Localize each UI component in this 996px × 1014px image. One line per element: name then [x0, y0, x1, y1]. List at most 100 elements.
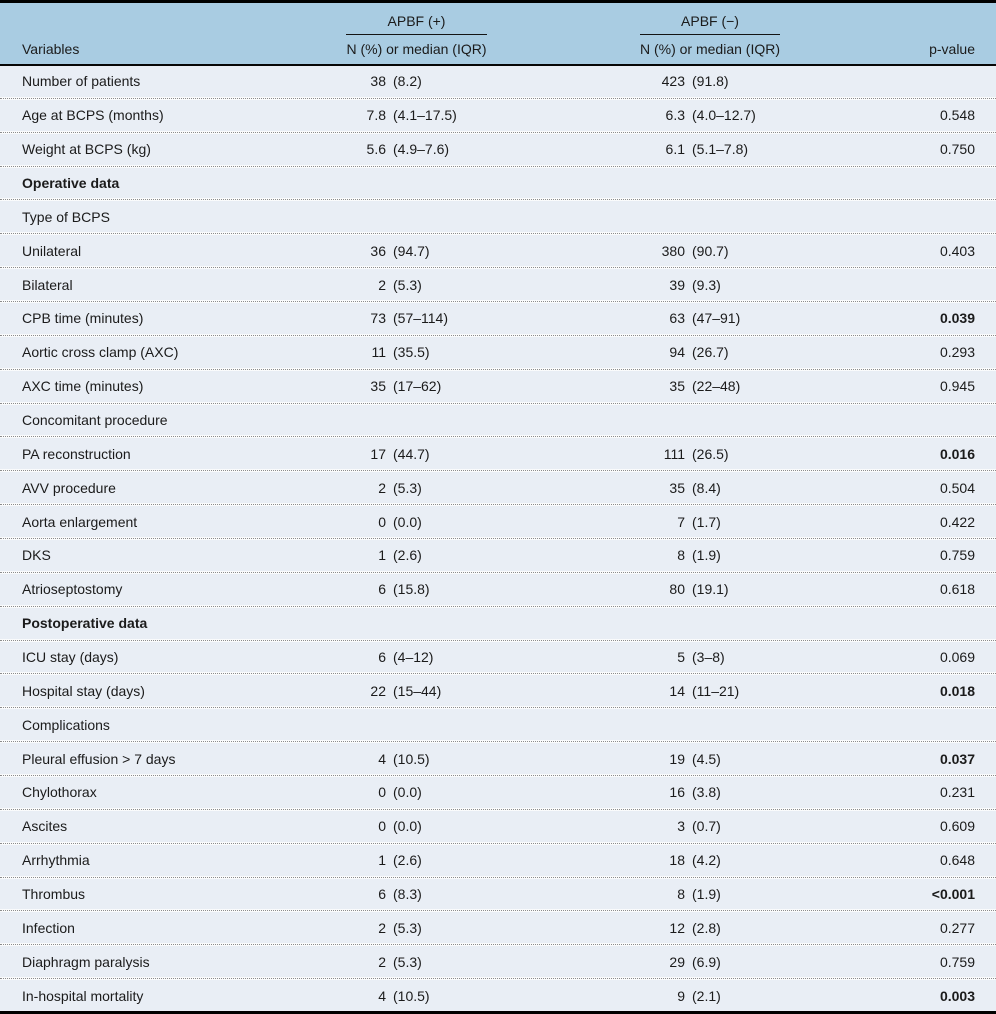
value-parenthetical: (8.3): [393, 886, 422, 903]
value-apbf-positive: 5.6 (4.9–7.6): [320, 141, 565, 157]
value-parenthetical: (1.9): [692, 547, 721, 564]
table-row: AXC time (minutes) 35 (17–62) 35 (22–48) 0…: [0, 370, 996, 402]
p-value-cell: 0.422: [939, 513, 975, 530]
table-row: Weight at BCPS (kg) 5.6 (4.9–7.6) 6.1 (5.1…: [0, 133, 996, 165]
value-number: 12: [669, 919, 685, 936]
value-number: 423: [661, 73, 685, 90]
subheader-apbf-positive: N (%) or median (IQR): [346, 34, 487, 57]
value-parenthetical: (0.0): [393, 513, 422, 530]
value-parenthetical: (94.7): [393, 242, 430, 259]
value-parenthetical: (26.5): [692, 445, 729, 462]
value-parenthetical: (2.1): [692, 987, 721, 1004]
value-apbf-positive: 2 (5.3): [320, 954, 565, 970]
value-apbf-negative: 35 (8.4): [565, 480, 865, 496]
p-value-cell: 0.618: [939, 581, 975, 598]
value-parenthetical: (19.1): [692, 581, 729, 598]
p-value-cell: 0.759: [939, 953, 975, 970]
value-parenthetical: (2.6): [393, 547, 422, 564]
column-group-apbf-negative: APBF (−) N (%) or median (IQR): [565, 13, 865, 57]
row-separator: [0, 570, 996, 574]
p-value-cell: 0.293: [939, 344, 975, 361]
value-number: 2: [378, 479, 386, 496]
row-label: Hospital stay (days): [22, 682, 145, 699]
value-apbf-positive: 6 (15.8): [320, 581, 565, 597]
value-parenthetical: (10.5): [393, 987, 430, 1004]
value-parenthetical: (91.8): [692, 73, 729, 90]
value-apbf-negative: 12 (2.8): [565, 920, 865, 936]
value-number: 11: [371, 344, 386, 361]
value-number: 4: [378, 987, 386, 1004]
value-parenthetical: (35.5): [393, 344, 430, 361]
row-separator: [0, 333, 996, 337]
table-body: Number of patients 38 (8.2) 423 (91.8) Age…: [0, 66, 996, 1012]
value-number: 4: [378, 750, 386, 767]
row-label: AXC time (minutes): [22, 378, 144, 395]
value-apbf-positive: 11 (35.5): [320, 344, 565, 360]
row-separator: [0, 604, 996, 608]
row-separator: [0, 300, 996, 304]
row-label: Age at BCPS (months): [22, 107, 164, 124]
value-number: 7.8: [366, 107, 386, 124]
table-row: Number of patients 38 (8.2) 423 (91.8): [0, 66, 996, 97]
row-separator: [0, 909, 996, 913]
value-apbf-negative: 3 (0.7): [565, 818, 865, 834]
value-number: 5.6: [366, 141, 386, 158]
value-apbf-negative: 6.1 (5.1–7.8): [565, 141, 865, 157]
value-parenthetical: (5.3): [393, 479, 422, 496]
group-label-apbf-negative: APBF (−): [681, 13, 739, 29]
value-number: 14: [669, 682, 685, 699]
p-value-cell: 0.018: [939, 682, 975, 699]
value-apbf-negative: 423 (91.8): [565, 73, 865, 89]
value-number: 8: [677, 886, 685, 903]
value-parenthetical: (0.0): [393, 784, 422, 801]
row-separator: [0, 266, 996, 270]
value-parenthetical: (15–44): [393, 682, 442, 699]
value-number: 35: [669, 479, 685, 496]
value-apbf-negative: 380 (90.7): [565, 243, 865, 259]
value-parenthetical: (8.4): [692, 479, 721, 496]
value-parenthetical: (57–114): [393, 310, 449, 327]
p-value-cell: 0.003: [939, 987, 975, 1004]
value-number: 6.3: [665, 107, 685, 124]
value-parenthetical: (11–21): [692, 682, 740, 699]
row-label: DKS: [22, 547, 51, 564]
value-parenthetical: (22–48): [692, 378, 741, 395]
value-parenthetical: (4.1–17.5): [393, 107, 457, 124]
value-number: 9: [677, 987, 685, 1004]
value-apbf-positive: 2 (5.3): [320, 920, 565, 936]
value-parenthetical: (2.6): [393, 852, 422, 869]
table-row: ICU stay (days) 6 (4–12) 5 (3–8) 0.069: [0, 641, 996, 673]
table-row: Chylothorax 0 (0.0) 16 (3.8) 0.231: [0, 777, 996, 808]
value-apbf-negative: 111 (26.5): [565, 446, 865, 462]
p-value-cell: 0.039: [939, 310, 975, 327]
table-row: AVV procedure 2 (5.3) 35 (8.4) 0.504: [0, 472, 996, 504]
p-value-cell: 0.231: [939, 784, 975, 801]
table-row: Unilateral 36 (94.7) 380 (90.7) 0.403: [0, 235, 996, 267]
table-header: Variables APBF (+) N (%) or median (IQR)…: [0, 0, 996, 66]
value-apbf-positive: 0 (0.0): [320, 784, 565, 800]
value-apbf-negative: 6.3 (4.0–12.7): [565, 107, 865, 123]
value-parenthetical: (4.0–12.7): [692, 107, 756, 124]
value-number: 0: [378, 818, 386, 835]
value-apbf-positive: 0 (0.0): [320, 818, 565, 834]
value-number: 1: [378, 547, 386, 564]
table-row: Aortic cross clamp (AXC) 11 (35.5) 94 (26.…: [0, 336, 996, 368]
p-value-cell: 0.277: [939, 919, 975, 936]
row-label: PA reconstruction: [22, 445, 131, 462]
value-number: 16: [669, 784, 685, 801]
value-parenthetical: (90.7): [692, 242, 729, 259]
row-separator: [0, 774, 996, 778]
table-row: DKS 1 (2.6) 8 (1.9) 0.759: [0, 540, 996, 571]
column-header-pvalue: p-value: [929, 41, 975, 57]
value-parenthetical: (4–12): [393, 649, 434, 666]
value-number: 1: [378, 852, 386, 869]
row-label: Atrioseptostomy: [22, 581, 123, 598]
table-row: CPB time (minutes) 73 (57–114) 63 (47–91) …: [0, 303, 996, 334]
value-apbf-positive: 1 (2.6): [320, 852, 565, 868]
value-apbf-positive: 35 (17–62): [320, 378, 565, 394]
value-parenthetical: (5.3): [393, 919, 422, 936]
row-separator: [0, 672, 996, 676]
row-separator: [0, 977, 996, 981]
value-number: 380: [661, 242, 685, 259]
